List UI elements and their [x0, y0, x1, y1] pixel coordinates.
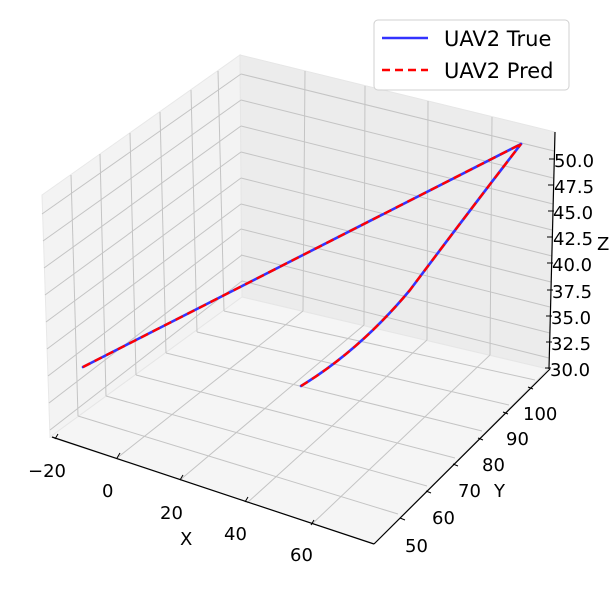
x-tick-label: 60 [290, 545, 313, 566]
x-tick-label: 40 [224, 524, 247, 545]
pred-segment-b [300, 143, 522, 388]
y-tick-label: 70 [458, 481, 481, 502]
z-tick-label: 40.0 [552, 255, 592, 276]
y-ticks [399, 386, 534, 521]
y-axis-label: Y [493, 481, 506, 502]
y-tick-label: 60 [432, 508, 455, 529]
z-tick-label: 32.5 [551, 334, 591, 355]
legend: UAV2 True UAV2 Pred [373, 19, 570, 91]
gridlines [41, 70, 555, 526]
z-tick-label: 47.5 [554, 177, 594, 198]
z-tick-label: 45.0 [553, 203, 593, 224]
z-tick-label: 30.0 [550, 360, 590, 381]
z-ticks [545, 158, 555, 369]
legend-pred-label: UAV2 Pred [444, 59, 554, 83]
x-axis-line [51, 436, 375, 545]
x-ticks [54, 433, 315, 526]
y-tick-label: 50 [405, 536, 428, 557]
y-axis-line [373, 368, 551, 545]
z-tick-label: 37.5 [552, 282, 592, 303]
x-tick-label: 0 [102, 481, 113, 502]
y-tick-label: 80 [482, 455, 505, 476]
z-tick-label: 35.0 [551, 308, 591, 329]
axes-lines [51, 131, 556, 545]
pred-segment-a [82, 142, 522, 369]
x-tick-label: 20 [160, 503, 183, 524]
z-tick-label: 42.5 [553, 229, 593, 250]
x-tick-label: −20 [28, 461, 66, 482]
y-tick-label: 90 [506, 429, 529, 450]
z-axis-line [548, 131, 556, 370]
z-tick-label: 50.0 [554, 151, 594, 172]
series-uav2-pred [82, 142, 522, 388]
legend-true-label: UAV2 True [444, 27, 551, 51]
x-axis-label: X [180, 529, 192, 550]
y-tick-label: 100 [523, 404, 557, 425]
z-axis-label: Z [597, 234, 609, 255]
